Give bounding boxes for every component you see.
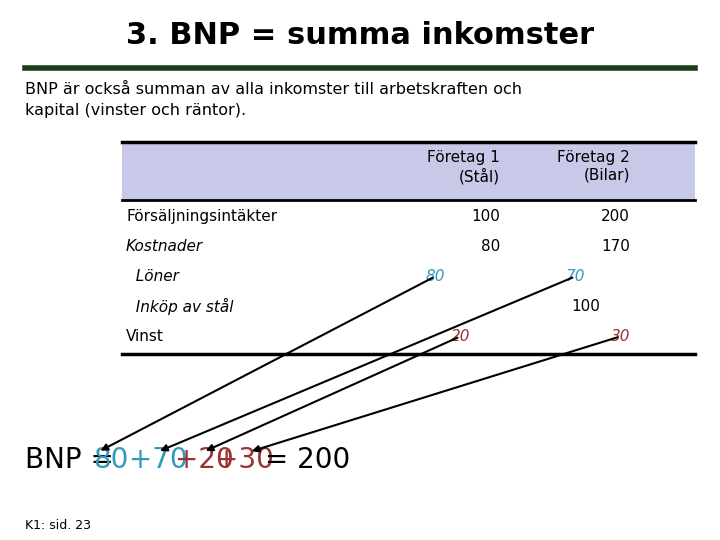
Text: Vinst: Vinst <box>126 329 164 344</box>
Text: BNP =: BNP = <box>25 446 114 474</box>
Text: K1: sid. 23: K1: sid. 23 <box>25 519 91 532</box>
Text: = 200: = 200 <box>256 446 351 474</box>
Text: +20: +20 <box>174 446 233 474</box>
Text: Företag 2: Företag 2 <box>557 150 630 165</box>
Text: Inköp av stål: Inköp av stål <box>126 298 233 315</box>
Text: 3. BNP = summa inkomster: 3. BNP = summa inkomster <box>126 21 594 50</box>
Text: 20: 20 <box>451 329 470 344</box>
Text: Löner: Löner <box>126 269 179 284</box>
Text: BNP är också summan av alla inkomster till arbetskraften och
kapital (vinster oc: BNP är också summan av alla inkomster ti… <box>25 82 522 118</box>
Text: +70: +70 <box>120 446 188 474</box>
Text: (Bilar): (Bilar) <box>583 168 630 183</box>
Text: +30: +30 <box>215 446 274 474</box>
Text: 200: 200 <box>601 209 630 224</box>
Text: 80: 80 <box>481 239 500 254</box>
Text: Kostnader: Kostnader <box>126 239 203 254</box>
Text: Företag 1: Företag 1 <box>427 150 500 165</box>
Text: (Stål): (Stål) <box>459 168 500 185</box>
Text: 170: 170 <box>601 239 630 254</box>
Text: Försäljningsintäkter: Försäljningsintäkter <box>126 209 277 224</box>
Text: 80: 80 <box>93 446 128 474</box>
Text: 80: 80 <box>426 269 445 284</box>
Text: 100: 100 <box>571 299 600 314</box>
Bar <box>122 142 695 200</box>
Text: 30: 30 <box>611 329 630 344</box>
Text: 100: 100 <box>471 209 500 224</box>
Text: 70: 70 <box>565 269 585 284</box>
